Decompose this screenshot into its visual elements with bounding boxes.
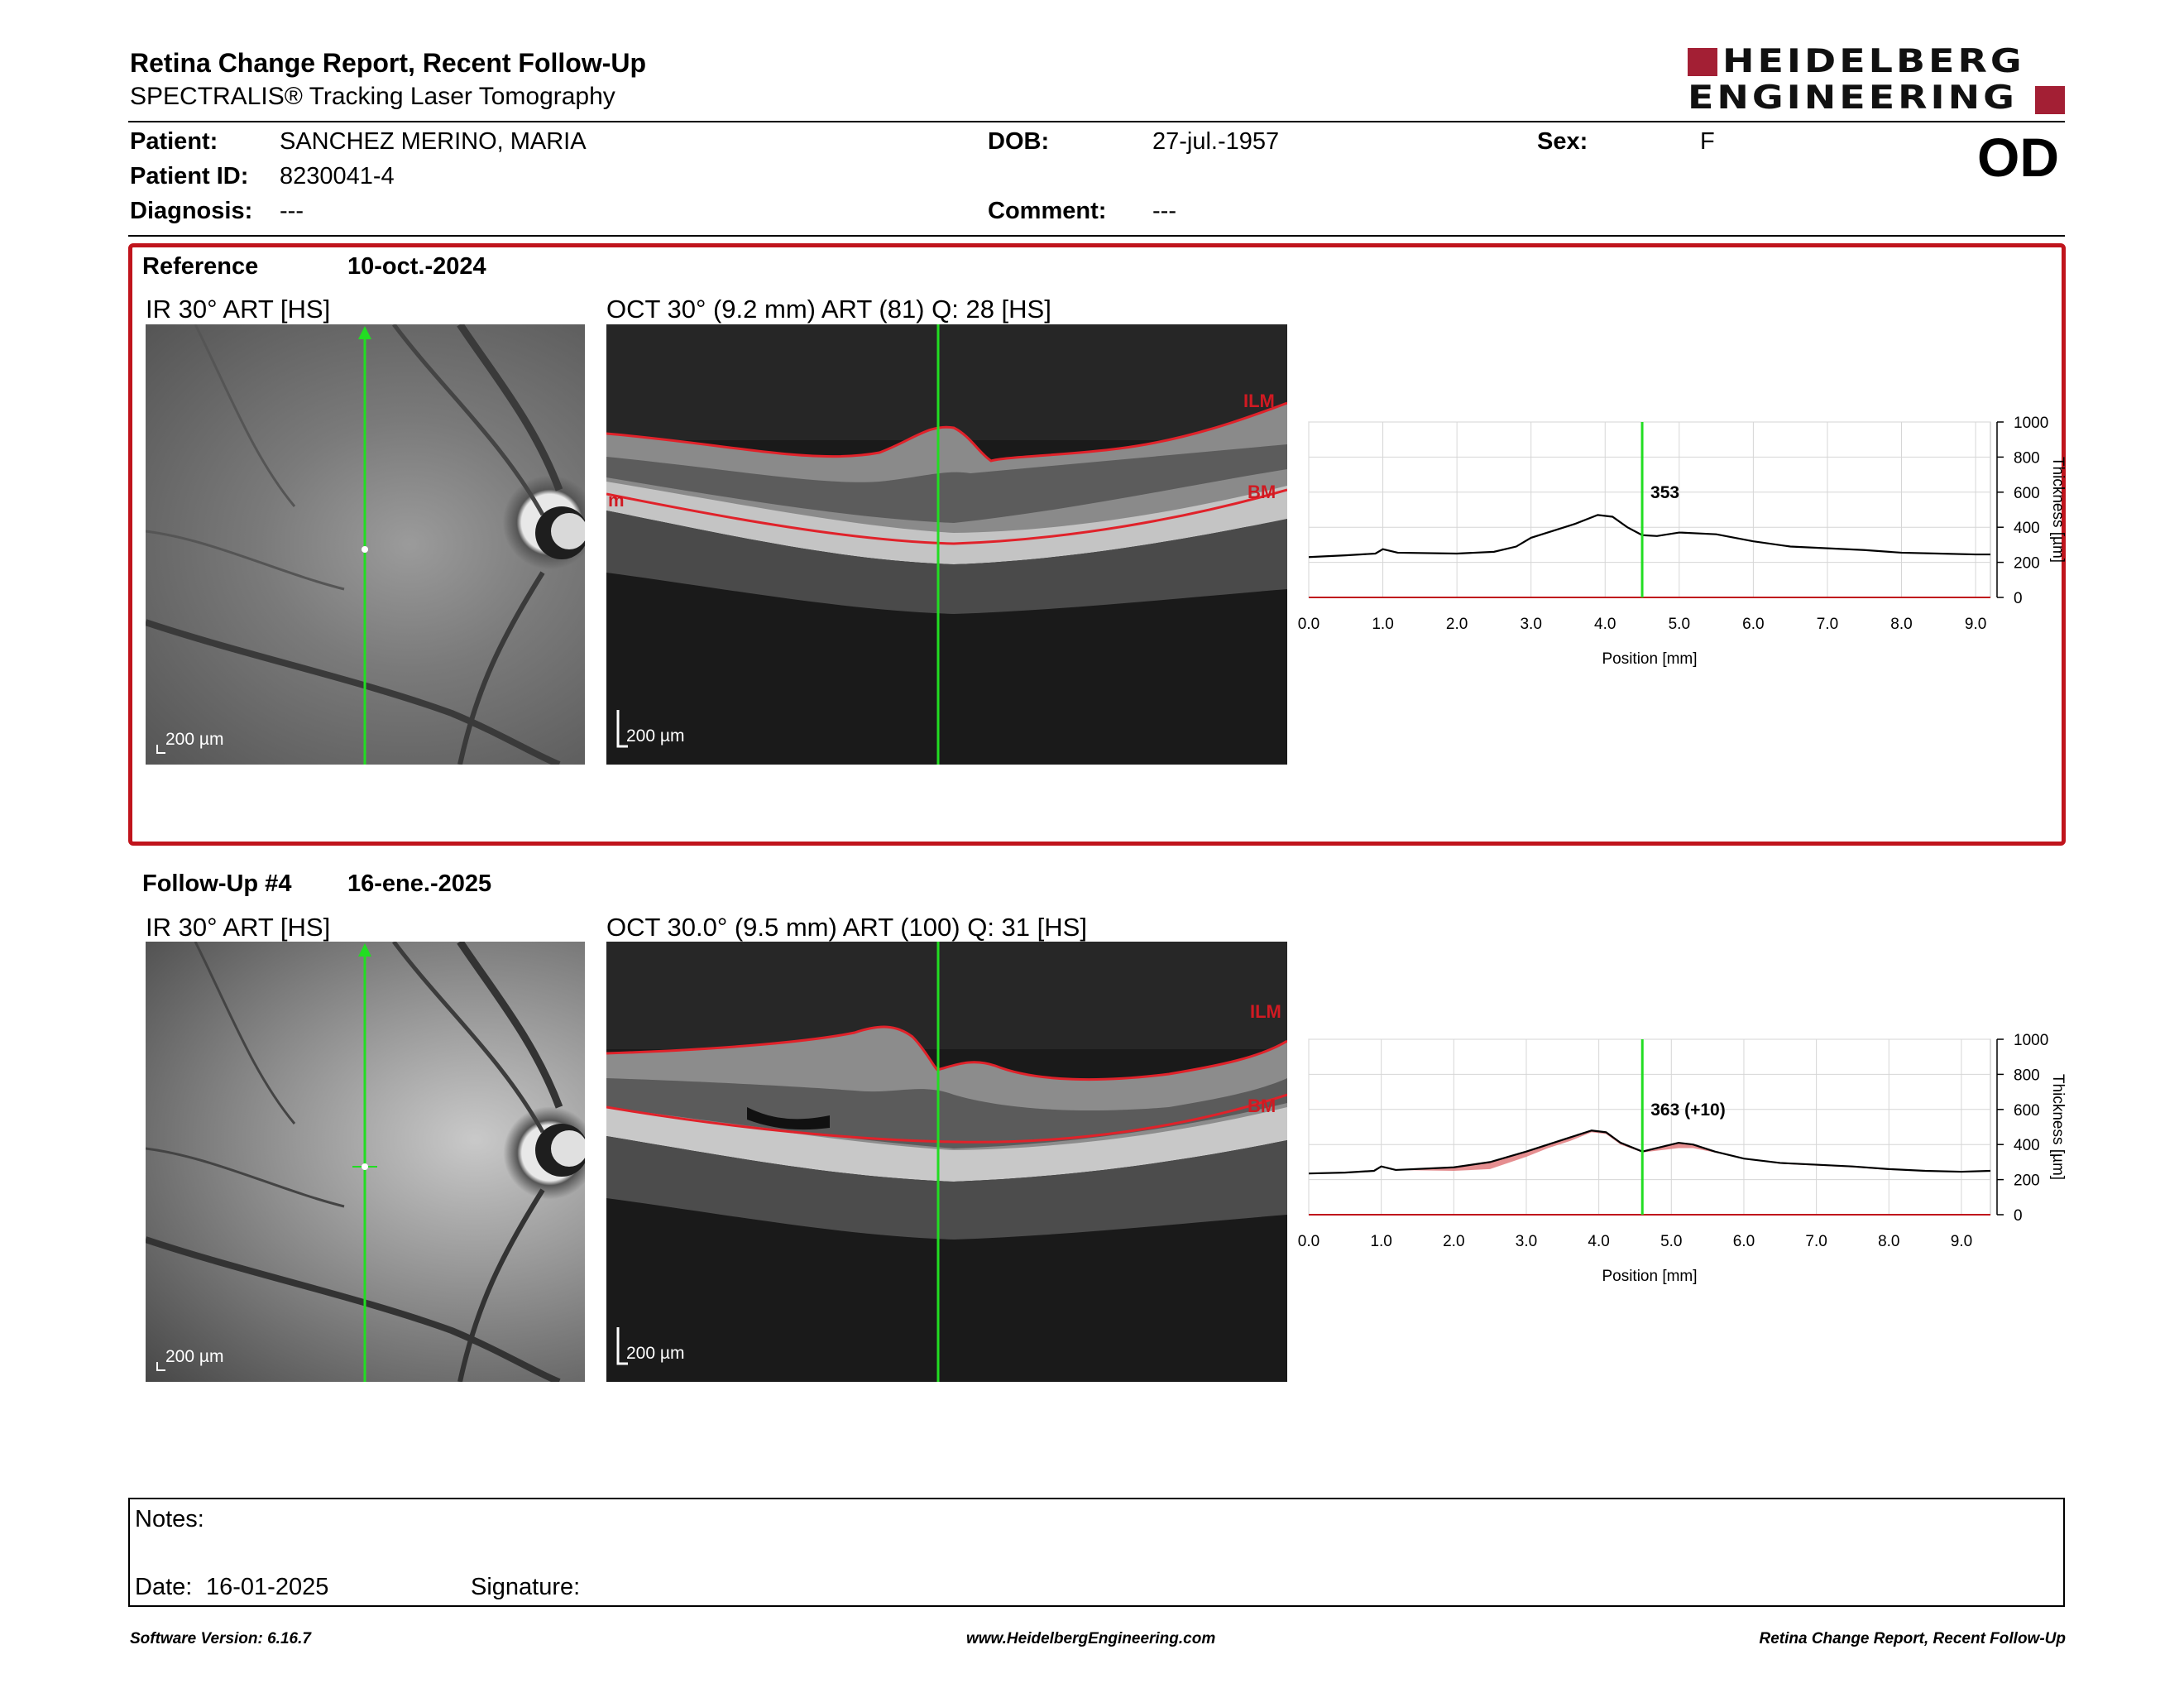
reference-oct-scale: 200 µm [626,727,685,746]
logo-text-bottom: ENGINEERING [1688,78,2018,117]
patient-divider [128,235,2065,237]
followup-chart-x-tick-label: 7.0 [1805,1233,1827,1250]
followup-oct-scale: 200 µm [626,1344,685,1363]
followup-chart-x-tick-label: 2.0 [1443,1233,1464,1250]
footer-report-name: Retina Change Report, Recent Follow-Up [1759,1630,2066,1647]
followup-chart-plot-area [1308,1038,1991,1216]
followup-chart-x-axis-label: Position [mm] [1602,1268,1697,1285]
followup-ir-vessels [146,942,585,1382]
notes-date-label: Date: [135,1574,193,1600]
followup-chart-thickness-line [1308,1129,1991,1175]
followup-ir-caption: IR 30° ART [HS] [146,913,331,942]
reference-chart-x-tick-label: 0.0 [1298,616,1320,633]
followup-chart-y-tick-label: 0 [2014,1207,2023,1225]
followup-chart-x-tick-label: 3.0 [1516,1233,1537,1250]
dob-value: 27-jul.-1957 [1152,128,1280,155]
reference-bm-label: BM [1248,482,1276,502]
reference-ir-fundus-image: 200 µm [146,324,585,765]
reference-chart-x-tick-label: 3.0 [1520,616,1541,633]
logo-square-top [1688,48,1717,76]
sex-label: Sex: [1537,128,1588,155]
reference-chart-x-axis-label: Position [mm] [1602,650,1697,668]
diagnosis-value: --- [280,198,304,224]
reference-oct-caption: OCT 30° (9.2 mm) ART (81) Q: 28 [HS] [606,295,1051,324]
followup-chart-x-tick-label: 5.0 [1660,1233,1682,1250]
patient-id-label: Patient ID: [130,163,249,189]
dob-label: DOB: [988,128,1050,155]
followup-ilm-label: ILM [1250,1001,1281,1022]
website-link[interactable]: www.HeidelbergEngineering.com [966,1630,1216,1647]
reference-label: Reference [142,253,259,280]
reference-chart-y-tick-label: 0 [2014,590,2023,607]
reference-chart-y-tick-label: 1000 [2014,415,2048,432]
diagnosis-label: Diagnosis: [130,198,253,224]
reference-chart-x-tick-label: 8.0 [1890,616,1912,633]
followup-oct-layers [606,942,1287,1382]
logo-text-top: HEIDELBERG [1722,41,2025,80]
reference-ilm-label: ILM [1243,391,1275,411]
reference-ir-vessels [146,324,585,765]
patient-label: Patient: [130,128,218,155]
comment-value: --- [1152,198,1176,224]
reference-chart-x-tick-label: 5.0 [1669,616,1690,633]
header-divider [128,121,2065,122]
comment-label: Comment: [988,198,1107,224]
reference-chart-thickness-line [1308,514,1990,559]
software-version: Software Version: 6.16.7 [130,1630,311,1647]
followup-bm-label: BM [1248,1096,1276,1116]
reference-ir-caption: IR 30° ART [HS] [146,295,331,324]
sex-value: F [1700,128,1715,155]
patient-name: SANCHEZ MERINO, MARIA [280,128,587,155]
report-subtitle: SPECTRALIS® Tracking Laser Tomography [130,83,615,110]
reference-chart-plot-area [1308,421,1991,598]
report-title: Retina Change Report, Recent Follow-Up [130,48,647,78]
reference-chart-x-tick-label: 4.0 [1594,616,1616,633]
eye-indicator: OD [1977,127,2059,188]
followup-chart-x-tick-label: 8.0 [1878,1233,1899,1250]
followup-chart-marker-value: 363 (+10) [1650,1101,1725,1120]
reference-chart-x-tick-label: 1.0 [1372,616,1393,633]
notes-box: Notes: Date: 16-01-2025 Signature: [128,1498,2065,1607]
followup-chart-y-axis-label: Thickness [µm] [2049,1074,2067,1180]
followup-chart-y-tick-label: 400 [2014,1137,2040,1154]
followup-oct-caption: OCT 30.0° (9.5 mm) ART (100) Q: 31 [HS] [606,913,1087,942]
reference-chart-y-tick-label: 400 [2014,520,2040,537]
followup-chart-x-tick-label: 9.0 [1951,1233,1972,1250]
followup-chart-y-tick-label: 1000 [2014,1032,2048,1049]
reference-chart-x-tick-label: 6.0 [1742,616,1764,633]
reference-oct-layers [606,324,1287,765]
followup-chart-y-tick-label: 600 [2014,1102,2040,1120]
reference-thickness-chart: 0 200 400 600 800 1000 0.0 1.0 2.0 3.0 4.0 5.0 6.0 7.… [1298,415,2067,668]
reference-highlight-box [128,243,2066,846]
reference-chart-y-tick-label: 200 [2014,555,2040,573]
signature-label: Signature: [471,1574,581,1600]
followup-date: 16-ene.-2025 [347,870,492,897]
followup-ir-scale: 200 µm [165,1347,224,1366]
notes-label: Notes: [135,1506,204,1532]
notes-date: 16-01-2025 [206,1574,329,1600]
reference-chart-x-tick-label: 2.0 [1446,616,1468,633]
followup-chart-x-tick-label: 6.0 [1733,1233,1755,1250]
reference-oct-bscan-image: ILM BM m 200 µm [606,324,1287,765]
logo-square-bottom [2035,86,2065,114]
followup-chart-x-tick-label: 1.0 [1370,1233,1391,1250]
reference-chart-y-tick-label: 600 [2014,485,2040,502]
reference-chart-y-axis-label: Thickness [µm] [2049,457,2067,563]
reference-chart-y-tick-label: 800 [2014,449,2040,467]
followup-chart-x-tick-label: 4.0 [1588,1233,1609,1250]
followup-label: Follow-Up #4 [142,870,292,897]
followup-thickness-chart: 0 200 400 600 800 1000 0.0 1.0 2.0 3.0 4.0 5.0 6.0 7.… [1298,1032,2067,1285]
reference-chart-marker-value: 353 [1650,483,1679,502]
reference-date: 10-oct.-2024 [347,253,486,280]
reference-ir-scale: 200 µm [165,730,224,749]
reference-chart-x-tick-label: 9.0 [1965,616,1986,633]
followup-chart-y-tick-label: 200 [2014,1172,2040,1190]
reference-edge-label: m [608,490,625,511]
followup-chart-y-tick-label: 800 [2014,1067,2040,1084]
followup-oct-bscan-image: ILM BM 200 µm [606,942,1287,1382]
reference-chart-x-tick-label: 7.0 [1817,616,1838,633]
followup-chart-x-tick-label: 0.0 [1298,1233,1320,1250]
followup-ir-fundus-image: 200 µm [146,942,585,1382]
patient-id: 8230041-4 [280,163,395,189]
